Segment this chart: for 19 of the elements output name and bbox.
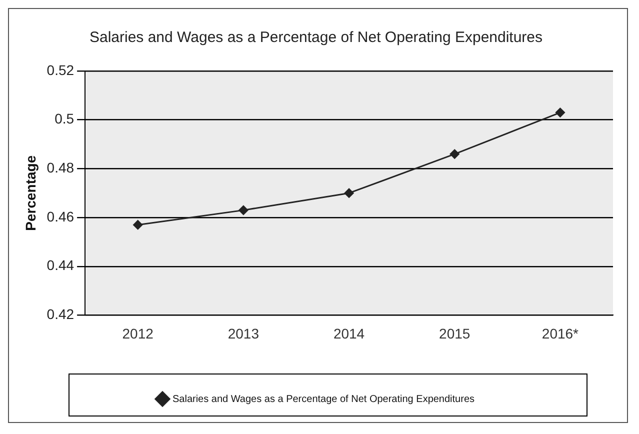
y-tick-label: 0.44 — [46, 257, 74, 274]
point — [555, 108, 565, 118]
y-tick-label: 0.42 — [46, 306, 74, 322]
x-tick-label: 2015 — [439, 325, 470, 342]
y-tick-label: 0.5 — [54, 110, 74, 127]
y-tick-label: 0.52 — [46, 62, 74, 78]
chart-title: Salaries and Wages as a Percentage of Net Operating Expenditures — [89, 29, 543, 46]
x-tick-label: 2013 — [228, 325, 260, 342]
y-tick-label: 0.46 — [46, 208, 74, 224]
point — [344, 188, 354, 198]
point — [238, 205, 248, 215]
legend-label: Salaries and Wages as a Percentage of Net Operating Expenditures — [172, 394, 475, 405]
point — [450, 149, 460, 159]
y-tick-label: 0.48 — [46, 160, 74, 176]
point — [133, 220, 143, 230]
x-tick-label: 2012 — [122, 325, 154, 342]
y-axis-title: Percentage — [22, 155, 38, 231]
x-tick-label: 2016* — [542, 325, 580, 342]
x-tick-label: 2014 — [333, 325, 365, 342]
